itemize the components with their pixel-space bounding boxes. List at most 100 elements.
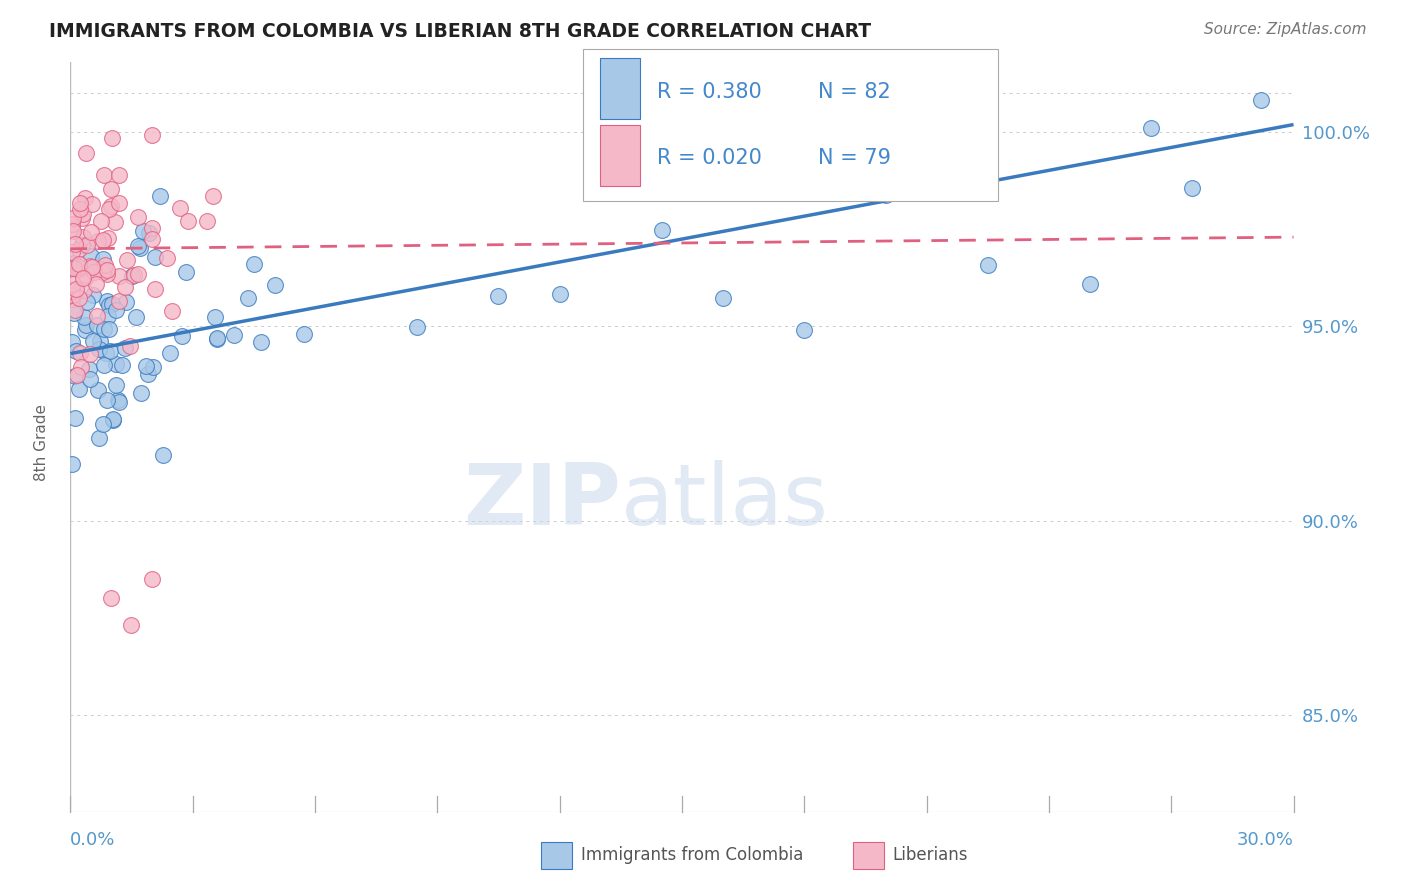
- Point: [141, 572, 163, 586]
- Point: [80, 197, 103, 211]
- Point: [207, 332, 229, 346]
- Point: [142, 359, 165, 374]
- Text: 0.0%: 0.0%: [70, 831, 115, 849]
- Point: [76, 238, 98, 252]
- Text: R = 0.380: R = 0.380: [657, 81, 762, 102]
- Point: [1078, 277, 1101, 291]
- Point: [91, 233, 114, 247]
- Point: [104, 215, 127, 229]
- Point: [75, 269, 97, 284]
- Point: [97, 231, 120, 245]
- Point: [83, 264, 105, 278]
- Point: [63, 368, 86, 383]
- Point: [205, 331, 228, 345]
- Point: [121, 269, 143, 284]
- Point: [87, 383, 110, 397]
- Point: [97, 310, 120, 324]
- Point: [60, 217, 83, 231]
- Text: Source: ZipAtlas.com: Source: ZipAtlas.com: [1204, 22, 1367, 37]
- Point: [87, 431, 110, 445]
- Point: [72, 271, 94, 285]
- Point: [73, 310, 96, 324]
- Text: IMMIGRANTS FROM COLOMBIA VS LIBERIAN 8TH GRADE CORRELATION CHART: IMMIGRANTS FROM COLOMBIA VS LIBERIAN 8TH…: [49, 22, 872, 41]
- Point: [100, 591, 122, 606]
- Point: [104, 303, 127, 318]
- Point: [79, 347, 101, 361]
- Point: [292, 326, 315, 341]
- Point: [90, 262, 112, 277]
- Point: [94, 258, 117, 272]
- Point: [93, 321, 115, 335]
- Point: [62, 277, 84, 292]
- Point: [174, 265, 197, 279]
- Point: [149, 189, 172, 203]
- Point: [793, 323, 815, 337]
- Point: [93, 358, 115, 372]
- Point: [127, 239, 149, 253]
- Point: [101, 413, 124, 427]
- Point: [242, 257, 264, 271]
- Point: [91, 417, 114, 431]
- Point: [170, 329, 193, 343]
- Text: N = 82: N = 82: [818, 81, 891, 102]
- Point: [160, 303, 183, 318]
- Point: [264, 277, 287, 292]
- Text: 30.0%: 30.0%: [1237, 831, 1294, 849]
- Point: [60, 292, 83, 306]
- Point: [60, 288, 83, 302]
- Point: [121, 618, 143, 632]
- Point: [128, 241, 150, 255]
- Point: [86, 318, 108, 333]
- Point: [101, 412, 124, 426]
- Point: [204, 310, 226, 324]
- Point: [976, 258, 998, 272]
- Point: [63, 411, 86, 425]
- Point: [75, 318, 97, 332]
- Point: [488, 289, 510, 303]
- Point: [62, 211, 84, 226]
- Point: [65, 344, 87, 359]
- Point: [60, 284, 83, 298]
- Point: [79, 260, 101, 274]
- Point: [650, 223, 672, 237]
- Point: [115, 295, 138, 310]
- Point: [1139, 121, 1161, 136]
- Point: [107, 392, 129, 407]
- Point: [107, 169, 129, 183]
- Text: atlas: atlas: [621, 459, 828, 542]
- Point: [108, 196, 131, 211]
- Point: [84, 277, 107, 291]
- Point: [82, 334, 104, 349]
- Point: [72, 207, 94, 221]
- Point: [132, 224, 155, 238]
- Point: [143, 282, 166, 296]
- Point: [156, 251, 179, 265]
- Point: [202, 189, 225, 203]
- Point: [87, 342, 110, 356]
- Point: [69, 346, 91, 360]
- Point: [104, 357, 127, 371]
- Point: [80, 249, 103, 263]
- Point: [152, 448, 174, 462]
- Point: [63, 302, 86, 317]
- Point: [249, 335, 271, 350]
- Point: [111, 358, 134, 372]
- Point: [236, 291, 259, 305]
- Point: [67, 257, 90, 271]
- Point: [100, 297, 122, 311]
- Point: [69, 260, 91, 274]
- Point: [159, 345, 181, 359]
- Point: [108, 395, 131, 409]
- Point: [62, 260, 84, 275]
- Point: [70, 360, 93, 375]
- Point: [79, 372, 101, 386]
- Point: [1181, 181, 1204, 195]
- Point: [222, 327, 245, 342]
- Point: [98, 202, 121, 216]
- Point: [114, 341, 136, 355]
- Point: [65, 237, 87, 252]
- Point: [76, 295, 98, 310]
- Point: [100, 181, 122, 195]
- Point: [118, 339, 141, 353]
- Point: [169, 201, 191, 215]
